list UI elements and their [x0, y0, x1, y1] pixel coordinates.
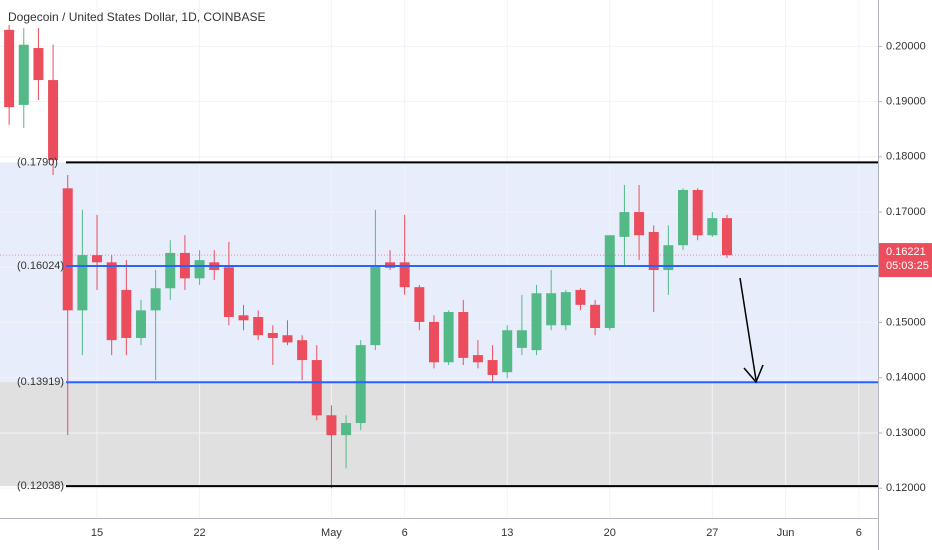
- zones: [0, 162, 878, 487]
- candle-body: [135, 310, 146, 338]
- candle-body: [106, 262, 117, 341]
- chart-title: Dogecoin / United States Dollar, 1D, COI…: [8, 10, 265, 24]
- candle-body: [516, 330, 527, 348]
- candle-body: [458, 312, 469, 358]
- candle-body: [33, 48, 44, 81]
- candle-body: [692, 189, 703, 236]
- countdown-label: 05:03:25: [886, 260, 929, 272]
- arrow-shaft: [739, 277, 757, 381]
- x-tick-label: 13: [501, 527, 513, 539]
- level-label: (0.1790): [17, 156, 58, 168]
- candle-body: [282, 335, 293, 343]
- candle-body: [77, 255, 88, 311]
- candle-body: [48, 80, 59, 161]
- x-tick-label: Jun: [777, 527, 795, 539]
- candle-body: [487, 360, 498, 375]
- x-tick-label: 22: [193, 527, 205, 539]
- candle-body: [560, 292, 571, 326]
- y-tick-label: 0.13000: [886, 427, 926, 439]
- candle-body: [355, 345, 366, 424]
- x-tick-label: 6: [856, 527, 862, 539]
- candle-body: [502, 330, 513, 373]
- candle-body: [92, 255, 103, 263]
- candle-body: [253, 316, 264, 336]
- candle-body: [634, 212, 645, 236]
- candle-body: [590, 304, 601, 329]
- candle-body: [472, 355, 483, 363]
- candle-body: [62, 188, 73, 311]
- candle-body: [297, 340, 308, 361]
- candle-body: [575, 289, 586, 305]
- level-label: (0.13919): [17, 376, 64, 388]
- y-tick-label: 0.19000: [886, 96, 926, 108]
- candle-body: [370, 265, 381, 346]
- candle-body: [194, 260, 205, 279]
- candle-body: [546, 293, 557, 326]
- candle-body: [223, 267, 234, 317]
- y-tick-label: 0.14000: [886, 372, 926, 384]
- candles: [4, 24, 732, 489]
- candle-body: [165, 252, 176, 289]
- last-price-label: 0.16221: [886, 246, 926, 258]
- candle-body: [604, 235, 615, 329]
- candle-body: [678, 189, 689, 246]
- x-tick-label: 6: [402, 527, 408, 539]
- candle-body: [663, 245, 674, 271]
- candle-body: [238, 315, 249, 321]
- level-label: (0.16024): [17, 260, 64, 272]
- range-zone: [0, 162, 878, 383]
- candle-body: [18, 44, 29, 105]
- y-tick-label: 0.12000: [886, 482, 926, 494]
- candle-body: [121, 289, 132, 338]
- candle-body: [414, 287, 425, 322]
- y-tick-label: 0.20000: [886, 40, 926, 52]
- candle-body: [531, 293, 542, 351]
- candle-body: [341, 423, 352, 436]
- candle-body: [326, 415, 337, 436]
- lower-zone: [0, 382, 878, 487]
- candle-body: [311, 360, 322, 416]
- arrow-head: [743, 364, 764, 384]
- x-tick-label: May: [321, 527, 342, 539]
- candle-body: [619, 212, 630, 237]
- candle-body: [4, 29, 15, 108]
- y-tick-label: 0.17000: [886, 206, 926, 218]
- overlay: (0.1790) (0.16024) (0.13919) (0.12038): [17, 156, 878, 492]
- candle-body: [267, 333, 278, 338]
- candle-body: [648, 231, 659, 271]
- candle-body: [443, 312, 454, 363]
- level-label: (0.12038): [17, 480, 64, 492]
- x-tick-label: 15: [91, 527, 103, 539]
- x-tick-label: 20: [604, 527, 616, 539]
- candle-body: [721, 218, 732, 256]
- candle-body: [707, 218, 718, 236]
- candle-body: [399, 262, 410, 288]
- y-tick-label: 0.18000: [886, 151, 926, 163]
- candle-body: [150, 288, 161, 311]
- y-tick-label: 0.15000: [886, 316, 926, 328]
- last-price-box: [879, 243, 932, 278]
- candle-body: [428, 321, 439, 363]
- x-tick-label: 27: [706, 527, 718, 539]
